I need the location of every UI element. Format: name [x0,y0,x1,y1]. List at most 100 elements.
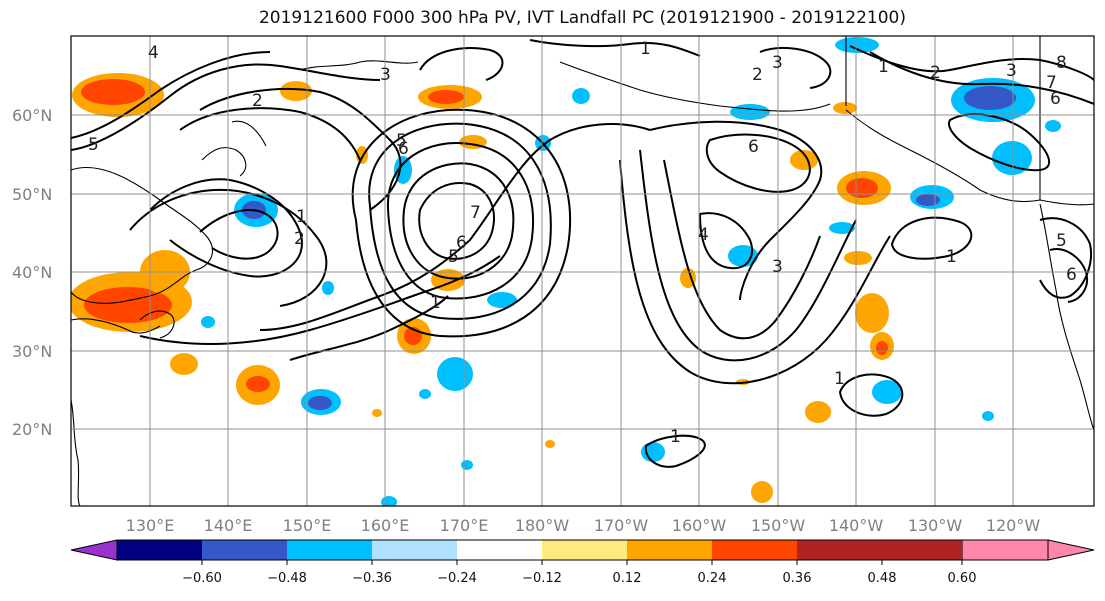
negative-anomaly [572,88,590,104]
negative-anomaly [641,442,665,462]
positive-anomaly [876,341,888,355]
colorbar-segment [542,540,627,560]
negative-anomaly [992,141,1032,175]
contour-label: 1 [640,39,651,59]
contour-label: 8 [1056,53,1067,73]
positive-anomaly [844,251,872,265]
colorbar-extend-low [70,539,118,561]
colorbar-segment [372,540,457,560]
contour-label: 1 [878,57,889,77]
colorbar-segment [797,540,882,560]
lon-label: 160°E [361,516,410,535]
lon-label: 130°E [126,516,175,535]
negative-anomaly [1045,120,1061,132]
lon-label: 140°W [829,516,884,535]
negative-anomaly [437,357,473,391]
contour-label: 6 [1050,89,1061,109]
contour-labels: 4 3 5 2 1 2 3 1 2 3 8 7 6 5 6 1 2 7 6 5 … [88,39,1077,447]
contour-label: 2 [252,91,263,111]
colorbar-segment [627,540,712,560]
colorbar: −0.60 −0.48 −0.36 −0.24 −0.12 0.12 0.24 … [70,539,1095,586]
positive-anomaly [751,481,773,503]
colorbar-tick-label: −0.60 [182,571,222,586]
longitude-labels: 130°E 140°E 150°E 160°E 170°E 180°W 170°… [126,516,1041,535]
lon-label: 170°E [440,516,489,535]
lat-label: 60°N [12,106,52,125]
contour-label: 2 [752,65,763,85]
contour-label: 3 [772,53,783,73]
positive-anomaly [246,376,270,392]
colorbar-tick-label: 0.36 [783,571,812,586]
colorbar-tick-label: −0.48 [267,571,307,586]
colorbar-ticks [201,560,963,565]
contour-label: 2 [294,229,305,249]
contour-label: 6 [1066,265,1077,285]
colorbar-extend-high [961,539,1095,561]
negative-anomaly [829,222,855,234]
pv-contours [71,39,1094,468]
lat-label: 50°N [12,185,52,204]
plot-frame [70,35,1095,507]
negative-anomaly [487,292,517,308]
positive-anomaly [428,90,464,104]
contour-label: 5 [396,131,407,151]
positive-anomaly [855,293,889,333]
contour-label: 1 [946,247,957,267]
positive-anomaly [81,79,145,105]
lon-label: 150°W [751,516,806,535]
lon-label: 180°W [515,516,570,535]
contour-label: 6 [748,137,759,157]
colorbar-tick-label: −0.12 [522,571,562,586]
colorbar-segment [287,540,372,560]
lon-label: 130°W [908,516,963,535]
colorbar-segment [202,540,287,560]
colorbar-segment [117,540,202,560]
positive-anomaly [170,353,198,375]
positive-anomaly [431,269,465,291]
colorbar-segment [457,540,542,560]
lon-label: 140°E [204,516,253,535]
lat-label: 20°N [12,420,52,439]
colorbar-segment [712,540,797,560]
contour-label: 1 [430,293,441,313]
graticule [71,36,1094,506]
negative-anomaly [201,316,215,328]
contour-label: 3 [1006,61,1017,81]
contour-label: 1 [670,427,681,447]
negative-anomaly [461,460,473,470]
lat-label: 40°N [12,263,52,282]
colorbar-tick-label: −0.24 [437,571,477,586]
colorbar-tick-label: −0.36 [352,571,392,586]
positive-anomaly [280,81,312,101]
lon-label: 160°W [672,516,727,535]
lon-label: 150°E [283,516,332,535]
colorbar-tick-label: 0.60 [948,571,977,586]
negative-anomaly [419,389,431,399]
contour-label: 4 [148,43,159,63]
colorbar-frame [116,539,1049,561]
contour-label: 6 [398,139,409,159]
negative-anomaly [835,37,879,53]
contour-label: 3 [772,257,783,277]
contour-label: 7 [1046,73,1057,93]
contour-label: 7 [470,203,481,223]
negative-anomaly [872,380,902,404]
positive-anomaly [790,150,818,170]
contour-label: 4 [698,225,709,245]
contour-label: 6 [456,233,467,253]
negative-anomaly [916,194,940,206]
positive-anomaly [833,102,857,114]
lon-label: 170°W [594,516,649,535]
negative-anomaly [730,104,770,120]
negative-anomaly [308,396,332,410]
coastlines [71,36,1094,506]
positive-anomaly [545,440,555,448]
contour-label: 1 [834,369,845,389]
map-title: 2019121600 F000 300 hPa PV, IVT Landfall… [258,8,906,28]
positive-anomaly [372,409,382,417]
colorbar-segment [882,540,962,560]
lon-label: 120°W [986,516,1041,535]
negative-anomaly [728,245,758,267]
contour-label: 1 [296,207,307,227]
